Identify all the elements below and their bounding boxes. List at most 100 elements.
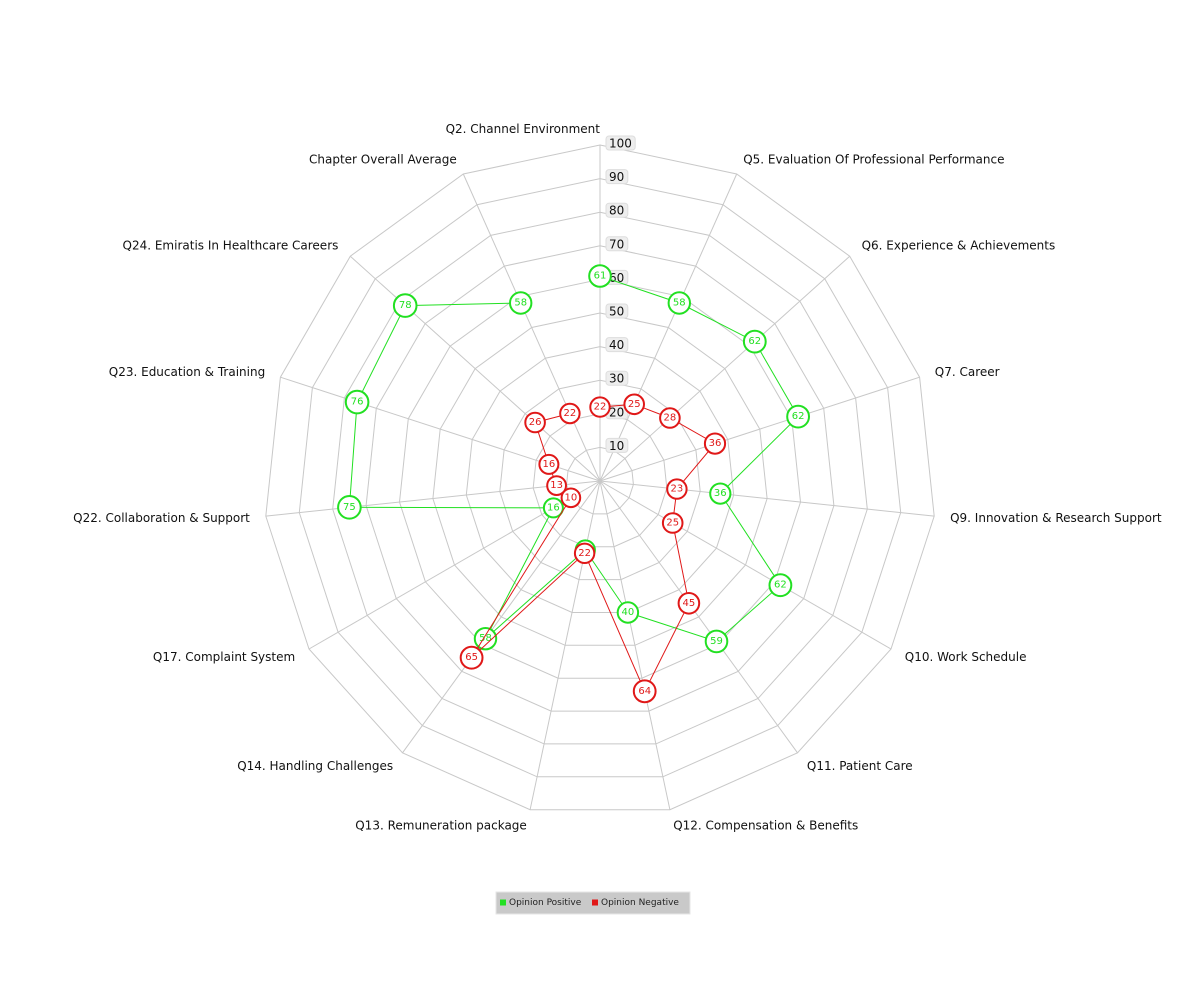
data-label-opinion-positive-q7-career: 62 (792, 411, 805, 422)
data-label-opinion-positive-q12-compensation-and-benefits: 40 (622, 607, 635, 618)
grid-ring-10 (566, 446, 634, 515)
data-point-opinion-positive-q17-complaint-system (542, 497, 564, 519)
axis-label-q5-evaluation-of-professional-performance: Q5. Evaluation Of Professional Performan… (743, 152, 1004, 166)
data-label-opinion-negative-q7-career: 36 (709, 438, 722, 449)
data-label-opinion-positive-q17-complaint-system: 16 (547, 502, 560, 513)
axis-spoke-q6-experience-and-achievements (599, 255, 851, 482)
data-label-opinion-negative-q11-patient-care: 45 (683, 598, 696, 609)
axis-label-q7-career: Q7. Career (935, 365, 1000, 379)
data-label-opinion-negative-q10-work-schedule: 25 (666, 518, 679, 529)
data-point-opinion-positive-q2-channel-environment (588, 264, 612, 288)
axis-label-q9-innovation-and-research-support: Q9. Innovation & Research Support (950, 511, 1162, 525)
radial-tick-label-30: 30 (609, 372, 624, 386)
data-label-opinion-positive-q10-work-schedule: 62 (774, 580, 787, 591)
radial-tick-box-30 (605, 370, 629, 386)
data-label-opinion-positive-q11-patient-care: 59 (710, 636, 723, 647)
radial-tick-label-10: 10 (609, 439, 624, 453)
data-label-opinion-negative-q12-compensation-and-benefits: 64 (638, 686, 651, 697)
legend-swatch-opinion-positive (500, 899, 506, 906)
axis-spoke-q11-patient-care (599, 480, 798, 754)
data-label-opinion-negative-q2-channel-environment: 22 (594, 402, 607, 413)
axis-label-layer: Q2. Channel Environment Q5. Evaluation Of… (73, 122, 1162, 832)
radial-tick-box-80 (605, 202, 629, 218)
axis-label-q11-patient-care: Q11. Patient Care (807, 759, 913, 773)
data-point-opinion-positive-q10-work-schedule (768, 573, 793, 598)
data-point-opinion-positive-q7-career (786, 404, 810, 429)
axis-spoke-q5-evaluation-of-professional-performance (599, 173, 738, 482)
grid-ring-60 (398, 278, 802, 679)
series-opinion-positive: 615862623662594021581675767858 (337, 264, 810, 654)
axis-label-q6-experience-and-achievements: Q6. Experience & Achievements (862, 239, 1056, 253)
grid-ring-50 (432, 312, 768, 646)
data-point-opinion-negative-q11-patient-care (677, 592, 701, 615)
data-point-opinion-positive-q9-innovation-and-research-support (709, 482, 732, 505)
legend-label-opinion-negative: Opinion Negative (601, 898, 679, 908)
radial-tick-label-60: 60 (609, 271, 624, 285)
radial-tick-box-50 (605, 303, 629, 319)
data-label-opinion-positive-q24-emiratis-in-healthcare-careers: 78 (399, 300, 412, 311)
series-layer: 6158626236625940215816757678582225283623… (337, 264, 810, 704)
data-point-opinion-positive-chapter-overall-average (509, 291, 533, 315)
data-label-opinion-negative-q9-innovation-and-research-support: 23 (671, 484, 684, 495)
data-label-opinion-negative-q22-collaboration-and-support: 13 (550, 480, 563, 491)
axis-label-chapter-overall-average: Chapter Overall Average (309, 152, 457, 166)
data-point-opinion-positive-q23-education-and-training (344, 389, 370, 415)
axis-spoke-q7-career (599, 376, 920, 482)
axis-label-q22-collaboration-and-support: Q22. Collaboration & Support (73, 511, 250, 525)
data-point-opinion-positive-q12-compensation-and-benefits (616, 601, 640, 624)
data-point-opinion-positive-q6-experience-and-achievements (742, 329, 767, 354)
axis-spoke-q24-emiratis-in-healthcare-careers (349, 255, 601, 482)
data-point-opinion-negative-q5-evaluation-of-professional-performance (623, 393, 646, 416)
data-point-opinion-negative-q2-channel-environment (589, 396, 611, 418)
legend: Opinion Positive Opinion Negative (495, 891, 691, 915)
grid-ring-40 (465, 346, 735, 613)
legend-swatch-opinion-negative (592, 899, 598, 906)
data-point-opinion-negative-q7-career (703, 432, 727, 455)
axis-spoke-q13-remuneration-package (529, 480, 601, 810)
data-point-opinion-negative-q24-emiratis-in-healthcare-careers (524, 411, 546, 434)
radial-tick-label-100: 100 (609, 137, 632, 151)
radial-tick-label-20: 20 (609, 405, 624, 419)
radial-tick-box-40 (605, 337, 629, 353)
data-label-opinion-positive-q23-education-and-training: 76 (351, 397, 364, 408)
axis-label-q13-remuneration-package: Q13. Remuneration package (355, 818, 527, 832)
axis-spoke-q9-innovation-and-research-support (599, 480, 935, 517)
data-label-opinion-negative-q5-evaluation-of-professional-performance: 25 (628, 399, 641, 410)
data-point-opinion-negative-q13-remuneration-package (573, 542, 596, 564)
axis-spoke-chapter-overall-average (462, 173, 601, 482)
radial-tick-box-10 (605, 437, 629, 453)
axis-label-q12-compensation-and-benefits: Q12. Compensation & Benefits (673, 818, 858, 832)
data-point-opinion-positive-q11-patient-care (704, 629, 729, 654)
grid-ring-80 (332, 211, 868, 745)
data-label-opinion-negative-q17-complaint-system: 10 (565, 492, 578, 503)
data-label-opinion-positive-chapter-overall-average: 58 (514, 298, 527, 309)
radial-tick-box-100 (605, 135, 636, 151)
data-point-opinion-negative-q10-work-schedule (661, 512, 684, 534)
radial-tick-label-40: 40 (609, 338, 624, 352)
data-label-opinion-negative-q14-handling-challenges: 65 (465, 652, 478, 663)
data-point-opinion-positive-q5-evaluation-of-professional-performance (667, 291, 691, 315)
radial-tick-label-50: 50 (609, 305, 624, 319)
data-point-opinion-negative-q17-complaint-system (560, 487, 582, 509)
data-label-opinion-positive-q6-experience-and-achievements: 62 (748, 336, 761, 347)
data-label-opinion-positive-q5-evaluation-of-professional-performance: 58 (673, 298, 686, 309)
grid-ring-90 (298, 178, 902, 778)
radial-tick-label-80: 80 (609, 204, 624, 218)
data-label-opinion-positive-q14-handling-challenges: 58 (479, 633, 492, 644)
axis-label-q24-emiratis-in-healthcare-careers: Q24. Emiratis In Healthcare Careers (123, 239, 339, 253)
radial-tick-box-70 (605, 236, 629, 252)
tick-layer: 10 20 30 40 50 60 70 80 90 100 (605, 135, 636, 453)
legend-label-opinion-positive: Opinion Positive (509, 898, 582, 908)
axis-spoke-q22-collaboration-and-support (265, 480, 601, 517)
data-point-opinion-negative-q22-collaboration-and-support (546, 475, 567, 497)
data-point-opinion-negative-q6-experience-and-achievements (659, 407, 681, 429)
grid-ring-30 (499, 379, 701, 581)
radial-tick-label-70: 70 (609, 237, 624, 251)
radial-tick-label-90: 90 (609, 170, 624, 184)
axis-label-q17-complaint-system: Q17. Complaint System (153, 650, 295, 664)
grid-ring-100 (265, 144, 935, 811)
data-label-opinion-negative-q6-experience-and-achievements: 28 (664, 413, 677, 424)
